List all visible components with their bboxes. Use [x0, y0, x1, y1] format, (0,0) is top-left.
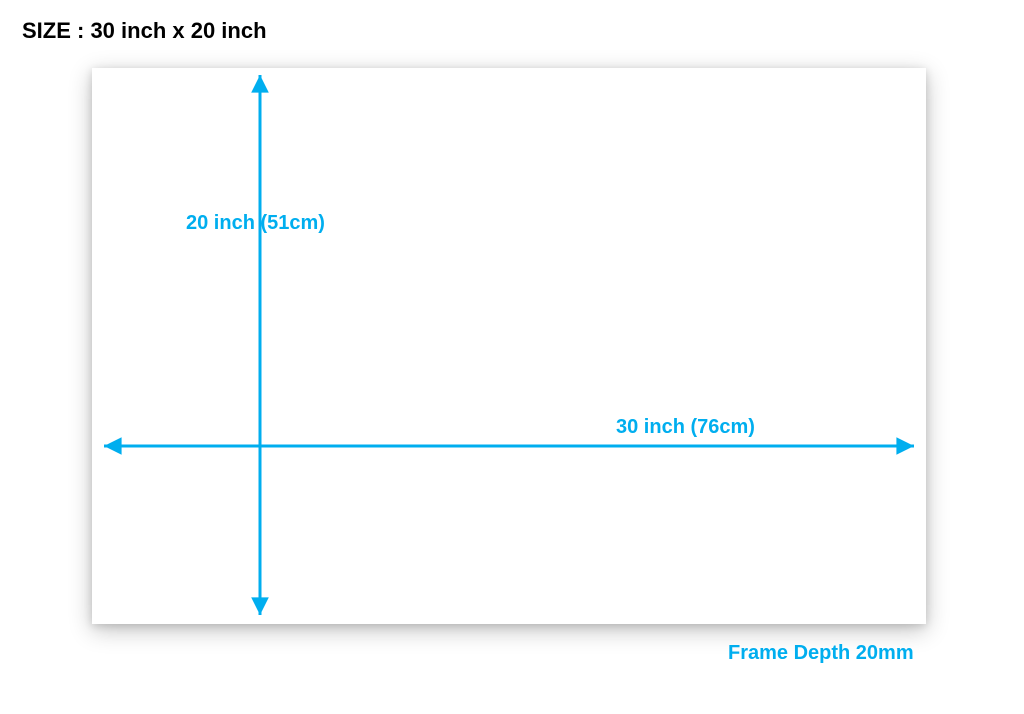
vertical-dimension-arrow — [247, 62, 273, 628]
horizontal-dimension-label: 30 inch (76cm) — [616, 416, 755, 439]
vertical-dimension-label: 20 inch (51cm) — [186, 212, 325, 235]
frame-rect — [92, 68, 926, 624]
horizontal-dimension-arrow — [91, 433, 927, 459]
page-title: SIZE : 30 inch x 20 inch — [22, 18, 267, 44]
diagram-page: SIZE : 30 inch x 20 inch 20 inch (51cm) … — [0, 0, 1024, 714]
frame-depth-label: Frame Depth 20mm — [728, 642, 914, 665]
